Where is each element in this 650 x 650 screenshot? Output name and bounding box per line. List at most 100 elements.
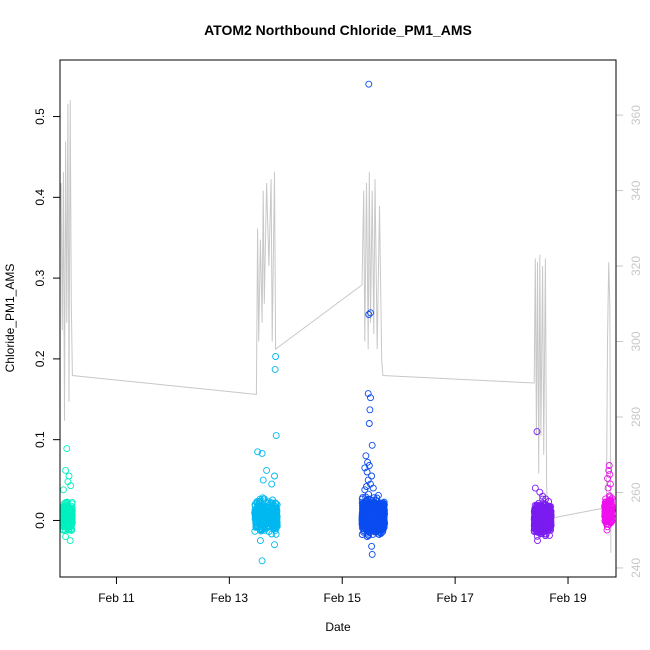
data-point-outlier bbox=[258, 557, 266, 565]
x-tick-label: Feb 17 bbox=[436, 591, 474, 605]
data-point bbox=[373, 494, 381, 502]
data-point bbox=[362, 493, 370, 501]
data-point-outlier bbox=[368, 441, 376, 449]
data-point-outlier bbox=[531, 484, 539, 492]
data-point-outlier bbox=[369, 484, 377, 492]
data-point bbox=[60, 510, 68, 518]
data-point-outlier bbox=[604, 474, 611, 482]
data-point-outlier bbox=[254, 448, 262, 456]
data-point bbox=[65, 526, 73, 534]
data-point-outlier bbox=[364, 458, 372, 466]
data-point bbox=[67, 517, 75, 524]
y2-tick-label: 240 bbox=[629, 558, 643, 578]
data-point-outlier bbox=[256, 537, 264, 545]
x-axis-label: Date bbox=[325, 620, 351, 634]
y-tick-label: 0.5 bbox=[33, 108, 47, 125]
data-point-outlier bbox=[271, 472, 278, 480]
data-point bbox=[363, 509, 371, 517]
data-point bbox=[61, 517, 69, 525]
data-point bbox=[258, 509, 266, 517]
data-point bbox=[367, 518, 375, 526]
data-point-outlier bbox=[66, 537, 74, 545]
data-point bbox=[537, 520, 544, 528]
data-point-outlier bbox=[365, 311, 373, 318]
chart-title: ATOM2 Northbound Chloride_PM1_AMS bbox=[204, 22, 472, 38]
data-point-outlier bbox=[606, 470, 614, 478]
data-point bbox=[536, 502, 543, 510]
data-point-outlier bbox=[361, 486, 369, 494]
data-point bbox=[269, 512, 277, 520]
y-tick-label: 0.0 bbox=[33, 512, 47, 529]
data-point bbox=[607, 502, 615, 510]
data-point-outlier bbox=[363, 468, 371, 476]
data-point bbox=[376, 525, 384, 533]
data-point bbox=[534, 528, 542, 536]
data-point bbox=[377, 507, 384, 515]
data-point-outlier bbox=[605, 466, 613, 474]
data-point-outlier bbox=[259, 476, 267, 484]
x-tick-label: Feb 19 bbox=[549, 591, 587, 605]
data-point bbox=[260, 504, 268, 512]
data-point bbox=[254, 514, 262, 522]
x-tick-label: Feb 15 bbox=[324, 591, 362, 605]
data-point bbox=[546, 513, 554, 521]
data-point bbox=[271, 499, 279, 507]
series-segment-feb13 bbox=[251, 353, 281, 565]
data-point-outlier bbox=[272, 353, 280, 360]
data-point-outlier bbox=[604, 484, 612, 492]
data-point bbox=[257, 519, 265, 527]
axes: Feb 11 Feb 13 Feb 15 Feb 17 Feb 19 0.0 0.1 0.2 0… bbox=[33, 105, 643, 605]
x-tick-label: Feb 13 bbox=[211, 591, 249, 605]
y2-tick-label: 260 bbox=[629, 482, 643, 502]
y-axis-label: Chloride_PM1_AMS bbox=[3, 264, 17, 373]
data-point-outlier bbox=[539, 492, 547, 500]
data-point bbox=[607, 498, 615, 506]
data-point bbox=[373, 509, 380, 517]
data-point bbox=[543, 506, 551, 513]
data-point-outlier bbox=[365, 462, 373, 469]
y2-tick-label: 360 bbox=[629, 105, 643, 125]
data-point bbox=[546, 506, 554, 513]
data-point-outlier bbox=[363, 483, 370, 490]
data-point bbox=[380, 523, 388, 531]
data-point bbox=[537, 510, 545, 518]
data-point-outlier bbox=[67, 482, 75, 490]
plot-marks bbox=[59, 80, 616, 565]
data-point-outlier bbox=[271, 365, 279, 373]
data-point bbox=[366, 516, 374, 524]
series-segment-feb10 bbox=[59, 445, 76, 545]
data-point bbox=[273, 522, 281, 530]
data-point bbox=[255, 501, 262, 509]
data-point-outlier bbox=[365, 80, 373, 88]
data-point bbox=[373, 522, 381, 530]
data-point-outlier bbox=[258, 449, 266, 457]
data-point-outlier bbox=[62, 533, 70, 541]
data-point-outlier bbox=[62, 466, 70, 474]
data-point-outlier bbox=[367, 309, 374, 317]
data-point-outlier bbox=[271, 541, 278, 549]
data-point bbox=[370, 516, 378, 524]
data-point bbox=[542, 532, 549, 540]
x-tick-label: Feb 11 bbox=[98, 591, 135, 605]
data-point bbox=[256, 497, 264, 505]
data-point bbox=[546, 516, 553, 524]
data-point bbox=[605, 511, 612, 519]
data-point bbox=[539, 516, 547, 524]
data-point bbox=[260, 495, 268, 503]
data-point-outlier bbox=[605, 462, 613, 469]
data-point-outlier bbox=[367, 394, 374, 402]
data-point bbox=[272, 508, 280, 516]
y-tick-label: 0.3 bbox=[33, 269, 47, 286]
data-point-outlier bbox=[606, 480, 614, 488]
data-point-outlier bbox=[368, 472, 376, 480]
series-segment-feb19 bbox=[601, 462, 616, 534]
data-point bbox=[530, 528, 538, 536]
y2-tick-label: 320 bbox=[629, 256, 643, 276]
data-point bbox=[270, 522, 278, 530]
data-point-outlier bbox=[365, 420, 373, 427]
data-point-outlier bbox=[533, 428, 541, 436]
data-point-outlier bbox=[268, 480, 276, 488]
y2-tick-label: 340 bbox=[629, 180, 643, 200]
data-point bbox=[260, 523, 268, 530]
